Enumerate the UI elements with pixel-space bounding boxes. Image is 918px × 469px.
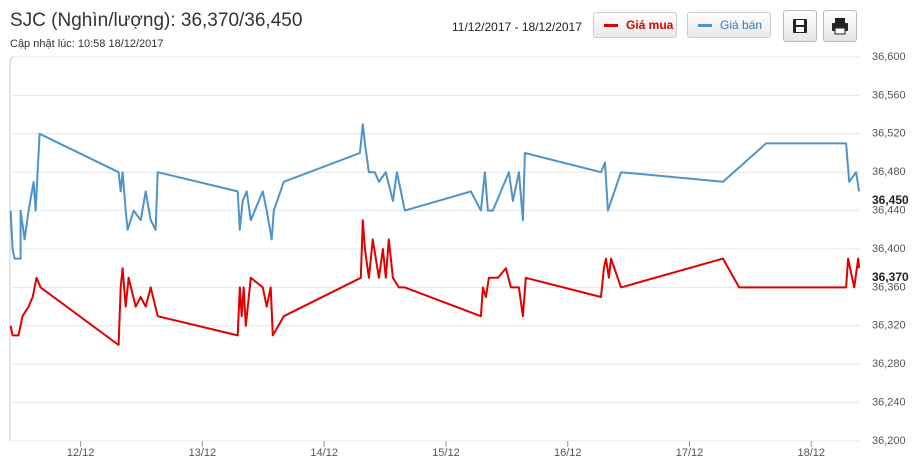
- y-tick-label: 36,360: [872, 281, 906, 293]
- legend-swatch: [698, 23, 712, 27]
- x-tick-label: 13/12: [189, 447, 217, 459]
- save-icon: [793, 19, 807, 33]
- legend-label: Giá bán: [720, 18, 763, 32]
- x-tick-label: 15/12: [432, 447, 460, 459]
- x-tick-label: 16/12: [554, 447, 582, 459]
- legend-swatch: [604, 23, 618, 27]
- y-tick-label: 36,560: [872, 89, 906, 101]
- series-line: [9, 219, 861, 346]
- chart-title: SJC (Nghìn/lượng): 36,370/36,450: [10, 10, 303, 31]
- x-tick-label: 14/12: [310, 447, 338, 459]
- y-tick-label: 36,520: [872, 128, 906, 140]
- print-button[interactable]: [823, 10, 857, 42]
- y-tick-label: 36,240: [872, 397, 906, 409]
- legend-label: Giá mua: [626, 18, 674, 32]
- legend-button[interactable]: Giá mua: [593, 12, 677, 38]
- x-tick-label: 12/12: [67, 447, 95, 459]
- end-value-label: 36,370: [872, 270, 909, 284]
- chart-subtitle: Cập nhật lúc: 10:58 18/12/2017: [10, 38, 164, 50]
- series-line: [9, 123, 861, 260]
- y-tick-label: 36,320: [872, 320, 906, 332]
- legend-button[interactable]: Giá bán: [687, 12, 771, 38]
- y-tick-label: 36,400: [872, 243, 906, 255]
- save-button[interactable]: [783, 10, 817, 42]
- x-tick-label: 18/12: [798, 447, 826, 459]
- end-value-label: 36,450: [872, 193, 909, 207]
- y-tick-label: 36,200: [872, 435, 906, 447]
- print-icon: [832, 18, 848, 35]
- x-tick-label: 17/12: [676, 447, 704, 459]
- date-range: 11/12/2017 - 18/12/2017: [452, 20, 582, 34]
- y-tick-label: 36,480: [872, 166, 906, 178]
- y-tick-label: 36,440: [872, 205, 906, 217]
- y-tick-label: 36,280: [872, 358, 906, 370]
- y-tick-label: 36,600: [872, 51, 906, 63]
